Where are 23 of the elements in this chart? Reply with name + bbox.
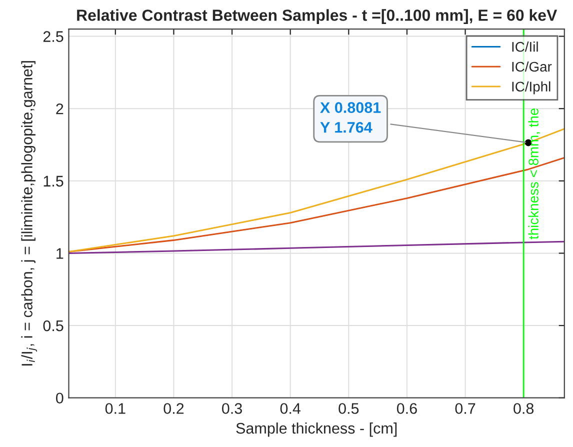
x-tick-label: 0.5: [338, 403, 359, 414]
y-tick-label: 2: [56, 103, 64, 114]
x-tick-label: 0.2: [164, 403, 184, 414]
x-tick-label: 0.3: [222, 403, 242, 414]
x-tick-label: 0.8: [514, 403, 534, 414]
legend-label: IC/Iphl: [512, 81, 550, 94]
annotation: X 0.8081 Y 1.764: [320, 102, 381, 133]
x-tick-label: 0.6: [396, 403, 417, 414]
y-tick-label: 0: [56, 392, 64, 404]
y-axis-title: I$_{i}$/I$_{j}$, i = carbon, j = [iliminite,phlogopite,garnet]: [21, 61, 38, 366]
x-axis-title: Sample thickness - [cm]: [236, 422, 397, 437]
x-tick-label: 0.1: [105, 403, 126, 414]
x-tick-label: 0.4: [280, 403, 301, 414]
ref-line-label: thickness < 8mm, the: [528, 108, 540, 240]
y-tick-label: 2.5: [43, 31, 64, 42]
y-tick-label: 1.5: [44, 176, 64, 187]
legend-label: IC/Iil: [512, 42, 538, 52]
y-tick-label: 1: [56, 248, 64, 259]
chart-title: Relative Contrast Between Samples - t =[0..100 mm], E = 60 keV: [77, 9, 558, 24]
x-tick-label: 0.7: [455, 403, 476, 414]
y-tick-label: 0.5: [43, 320, 64, 332]
legend-label: IC/Gar: [512, 61, 552, 72]
line-series: [68, 240, 564, 254]
